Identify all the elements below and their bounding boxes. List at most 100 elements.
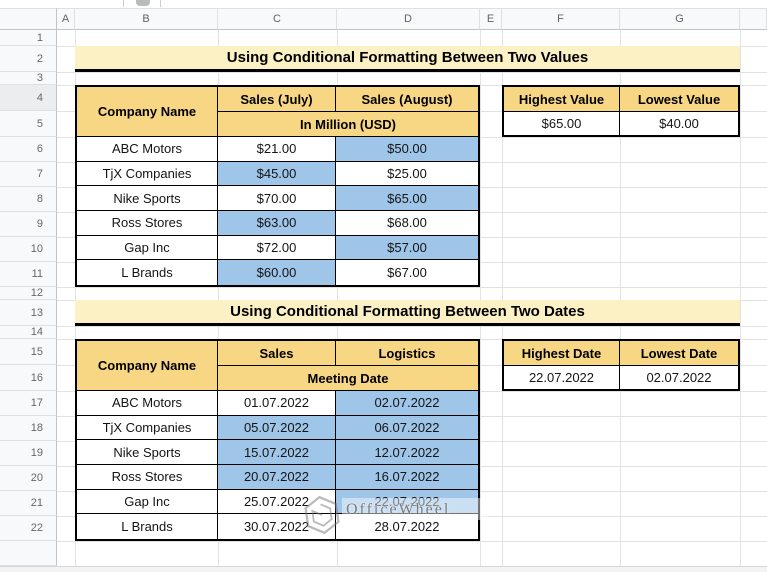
cropped-bottom-bar xyxy=(0,566,767,572)
highest-value-cell[interactable]: $65.00 xyxy=(504,112,620,135)
gridline xyxy=(740,30,741,566)
value-cell[interactable]: $45.00 xyxy=(218,161,336,187)
lowest-date-header-cell[interactable]: Lowest Date xyxy=(620,341,738,366)
row-header-7[interactable]: 7 xyxy=(0,162,57,187)
value-cell[interactable]: $67.00 xyxy=(336,260,478,285)
column-header-F[interactable]: F xyxy=(502,8,620,30)
company-cell[interactable]: ABC Motors xyxy=(77,137,218,162)
section-title-values: Using Conditional Formatting Between Two… xyxy=(226,49,589,66)
toolbar-fragment-icon xyxy=(136,0,150,6)
gridline xyxy=(337,30,338,566)
column-header-D[interactable]: D xyxy=(337,8,480,30)
row-header-4[interactable]: 4 xyxy=(0,85,57,111)
column-header-G[interactable]: G xyxy=(620,8,740,30)
date-cell[interactable]: 16.07.2022 xyxy=(336,464,478,490)
row-header-10[interactable]: 10 xyxy=(0,237,57,262)
company-cell[interactable]: Nike Sports xyxy=(77,186,218,211)
company-cell[interactable]: TjX Companies xyxy=(77,415,218,441)
value-cell[interactable]: $70.00 xyxy=(218,186,336,211)
row-header-1[interactable]: 1 xyxy=(0,30,57,46)
column-header-partial[interactable] xyxy=(740,8,767,30)
logistics-header-cell[interactable]: Logistics xyxy=(336,341,478,366)
row-headers: 1 2 3 4 5 6 7 8 9 10 11 12 13 14 15 16 17 18 19 20 21 22 xyxy=(0,30,57,566)
lowest-date-cell[interactable]: 02.07.2022 xyxy=(620,366,738,389)
company-name-header-cell[interactable]: Company Name xyxy=(77,87,218,137)
date-cell[interactable]: 05.07.2022 xyxy=(218,415,336,441)
value-cell[interactable]: $65.00 xyxy=(336,186,478,211)
row-header-15[interactable]: 15 xyxy=(0,339,57,365)
row-header-partial[interactable] xyxy=(0,541,57,566)
company-cell[interactable]: Ross Stores xyxy=(77,210,218,236)
date-cell[interactable]: 22.07.2022 xyxy=(336,489,478,515)
value-cell[interactable]: $68.00 xyxy=(336,210,478,236)
gridline xyxy=(502,30,503,566)
row-header-8[interactable]: 8 xyxy=(0,187,57,212)
company-cell[interactable]: TjX Companies xyxy=(77,161,218,187)
date-cell[interactable]: 01.07.2022 xyxy=(218,391,336,416)
company-cell[interactable]: Gap Inc xyxy=(77,489,218,515)
highest-date-header-cell[interactable]: Highest Date xyxy=(504,341,620,366)
date-cell[interactable]: 12.07.2022 xyxy=(336,440,478,465)
date-cell[interactable]: 28.07.2022 xyxy=(336,514,478,539)
row-header-17[interactable]: 17 xyxy=(0,391,57,416)
date-cell[interactable]: 20.07.2022 xyxy=(218,464,336,490)
row-header-12[interactable]: 12 xyxy=(0,287,57,300)
column-header-A[interactable]: A xyxy=(57,8,75,30)
value-cell[interactable]: $25.00 xyxy=(336,161,478,187)
row-header-11[interactable]: 11 xyxy=(0,262,57,287)
company-cell[interactable]: L Brands xyxy=(77,514,218,539)
gridline xyxy=(57,287,767,288)
lowest-value-cell[interactable]: $40.00 xyxy=(620,112,738,135)
highest-date-cell[interactable]: 22.07.2022 xyxy=(504,366,620,389)
company-cell[interactable]: L Brands xyxy=(77,260,218,285)
values-table: Company Name Sales (July) Sales (August)… xyxy=(75,85,480,287)
row-header-3[interactable]: 3 xyxy=(0,72,57,85)
company-cell[interactable]: ABC Motors xyxy=(77,391,218,416)
sales-header-cell[interactable]: Sales xyxy=(218,341,336,366)
toolbar-fragment xyxy=(160,0,161,7)
section-title-dates-cell[interactable]: Using Conditional Formatting Between Two… xyxy=(75,300,740,326)
date-cell[interactable]: 25.07.2022 xyxy=(218,489,336,515)
value-cell[interactable]: $72.00 xyxy=(218,235,336,261)
company-name-header-cell[interactable]: Company Name xyxy=(77,341,218,391)
meeting-date-header-cell[interactable]: Meeting Date xyxy=(218,366,478,391)
row-header-19[interactable]: 19 xyxy=(0,441,57,466)
value-cell[interactable]: $60.00 xyxy=(218,260,336,285)
date-cell[interactable]: 15.07.2022 xyxy=(218,440,336,465)
row-header-9[interactable]: 9 xyxy=(0,212,57,237)
company-cell[interactable]: Ross Stores xyxy=(77,464,218,490)
row-header-6[interactable]: 6 xyxy=(0,137,57,162)
row-header-18[interactable]: 18 xyxy=(0,416,57,441)
value-cell[interactable]: $21.00 xyxy=(218,137,336,162)
row-header-14[interactable]: 14 xyxy=(0,326,57,339)
date-cell[interactable]: 02.07.2022 xyxy=(336,391,478,416)
row-header-21[interactable]: 21 xyxy=(0,491,57,516)
value-cell[interactable]: $50.00 xyxy=(336,137,478,162)
company-cell[interactable]: Nike Sports xyxy=(77,440,218,465)
value-cell[interactable]: $57.00 xyxy=(336,235,478,261)
column-header-B[interactable]: B xyxy=(75,8,218,30)
date-cell[interactable]: 06.07.2022 xyxy=(336,415,478,441)
date-cell[interactable]: 30.07.2022 xyxy=(218,514,336,539)
row-header-5[interactable]: 5 xyxy=(0,111,57,137)
section-title-values-cell[interactable]: Using Conditional Formatting Between Two… xyxy=(75,46,740,72)
sales-august-header-cell[interactable]: Sales (August) xyxy=(336,87,478,112)
gridline xyxy=(57,541,767,542)
section-title-dates: Using Conditional Formatting Between Two… xyxy=(230,303,585,320)
select-all-corner[interactable] xyxy=(0,8,57,30)
toolbar-fragment xyxy=(123,0,124,7)
row-header-13[interactable]: 13 xyxy=(0,300,57,326)
highest-value-header-cell[interactable]: Highest Value xyxy=(504,87,620,112)
value-cell[interactable]: $63.00 xyxy=(218,210,336,236)
lowest-value-header-cell[interactable]: Lowest Value xyxy=(620,87,738,112)
row-header-2[interactable]: 2 xyxy=(0,46,57,72)
row-header-16[interactable]: 16 xyxy=(0,365,57,391)
column-header-C[interactable]: C xyxy=(218,8,337,30)
sales-july-header-cell[interactable]: Sales (July) xyxy=(218,87,336,112)
column-header-E[interactable]: E xyxy=(480,8,502,30)
row-header-22[interactable]: 22 xyxy=(0,516,57,541)
company-cell[interactable]: Gap Inc xyxy=(77,235,218,261)
unit-header-cell[interactable]: In Million (USD) xyxy=(218,112,478,137)
row-header-20[interactable]: 20 xyxy=(0,466,57,491)
